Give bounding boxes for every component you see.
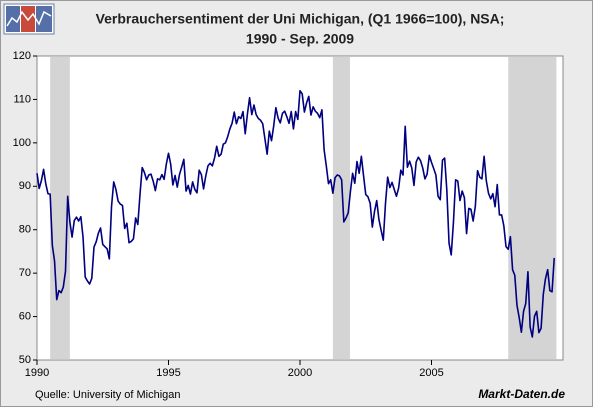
x-tick-label: 2000: [288, 367, 312, 379]
y-tick-label: 60: [19, 310, 31, 322]
y-tick-label: 100: [13, 137, 31, 149]
y-tick-label: 90: [19, 180, 31, 192]
x-tick-label: 1995: [156, 367, 180, 379]
plot-area: [36, 55, 564, 361]
series-line: [36, 89, 556, 338]
brand: Markt-Daten.de: [478, 387, 565, 401]
y-tick-label: 110: [13, 93, 31, 105]
chart-subtitle: 1990 - Sep. 2009: [246, 31, 354, 47]
y-tick-label: 50: [19, 354, 31, 366]
x-tick-label: 1990: [25, 367, 49, 379]
shaded-period: [332, 57, 350, 359]
logo: [3, 3, 55, 35]
chart-title: Verbrauchersentiment der Uni Michigan, (…: [96, 11, 505, 27]
y-tick-label: 80: [19, 224, 31, 236]
shaded-period: [508, 57, 557, 359]
source: Quelle: University of Michigan: [35, 389, 181, 401]
y-tick-label: 120: [13, 50, 31, 62]
x-tick-label: 2005: [419, 367, 443, 379]
y-tick-label: 70: [19, 267, 31, 279]
